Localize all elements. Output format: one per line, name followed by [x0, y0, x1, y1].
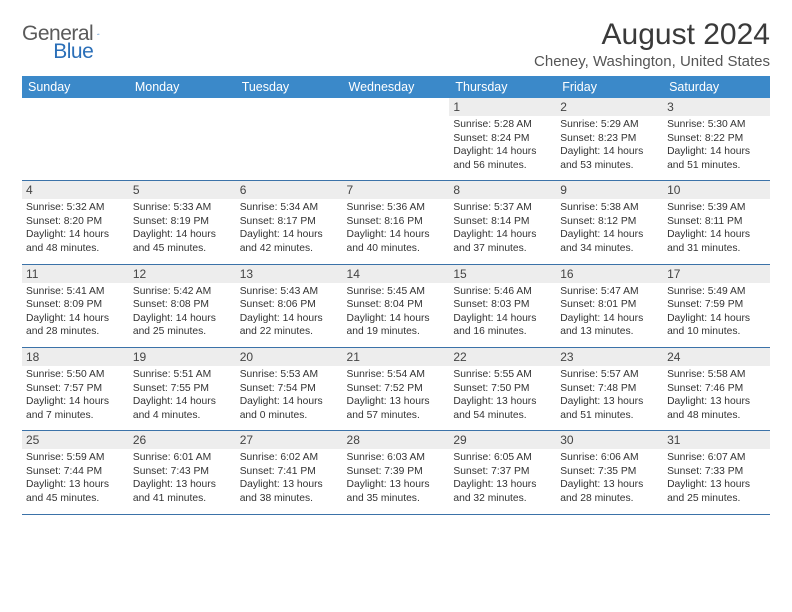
logo-text-blue: Blue [53, 40, 93, 64]
daycontent-cell: Sunrise: 5:39 AMSunset: 8:11 PMDaylight:… [663, 199, 770, 264]
daycontent-row: Sunrise: 5:59 AMSunset: 7:44 PMDaylight:… [22, 449, 770, 514]
daynum-cell: 24 [663, 347, 770, 366]
daynum-cell: 6 [236, 181, 343, 200]
daynum-cell: 30 [556, 431, 663, 450]
daycontent-cell: Sunrise: 5:37 AMSunset: 8:14 PMDaylight:… [449, 199, 556, 264]
daycontent-cell: Sunrise: 5:36 AMSunset: 8:16 PMDaylight:… [343, 199, 450, 264]
daynum-cell: 21 [343, 347, 450, 366]
page-title: August 2024 [534, 18, 770, 52]
daynum-cell: 20 [236, 347, 343, 366]
daycontent-cell: Sunrise: 5:45 AMSunset: 8:04 PMDaylight:… [343, 283, 450, 348]
daynum-cell: 16 [556, 264, 663, 283]
daynum-cell: 8 [449, 181, 556, 200]
daycontent-cell: Sunrise: 6:02 AMSunset: 7:41 PMDaylight:… [236, 449, 343, 514]
daynum-cell [22, 98, 129, 116]
day-header-row: Sunday Monday Tuesday Wednesday Thursday… [22, 76, 770, 98]
daynum-cell: 19 [129, 347, 236, 366]
daycontent-cell: Sunrise: 5:57 AMSunset: 7:48 PMDaylight:… [556, 366, 663, 431]
daynum-cell: 28 [343, 431, 450, 450]
daycontent-cell: Sunrise: 5:54 AMSunset: 7:52 PMDaylight:… [343, 366, 450, 431]
daynum-row: 25262728293031 [22, 431, 770, 450]
daynum-row: 45678910 [22, 181, 770, 200]
day-header: Wednesday [343, 76, 450, 98]
daycontent-cell: Sunrise: 5:32 AMSunset: 8:20 PMDaylight:… [22, 199, 129, 264]
daycontent-cell: Sunrise: 5:58 AMSunset: 7:46 PMDaylight:… [663, 366, 770, 431]
daynum-cell: 3 [663, 98, 770, 116]
daynum-cell: 15 [449, 264, 556, 283]
daycontent-cell: Sunrise: 6:01 AMSunset: 7:43 PMDaylight:… [129, 449, 236, 514]
daycontent-cell [236, 116, 343, 181]
daycontent-cell: Sunrise: 5:41 AMSunset: 8:09 PMDaylight:… [22, 283, 129, 348]
daycontent-cell: Sunrise: 6:05 AMSunset: 7:37 PMDaylight:… [449, 449, 556, 514]
daynum-cell: 29 [449, 431, 556, 450]
day-header: Friday [556, 76, 663, 98]
title-block: August 2024 Cheney, Washington, United S… [534, 18, 770, 70]
daynum-cell: 11 [22, 264, 129, 283]
daynum-cell: 18 [22, 347, 129, 366]
daycontent-cell: Sunrise: 5:42 AMSunset: 8:08 PMDaylight:… [129, 283, 236, 348]
daynum-cell: 22 [449, 347, 556, 366]
daycontent-cell: Sunrise: 6:07 AMSunset: 7:33 PMDaylight:… [663, 449, 770, 514]
daynum-cell: 10 [663, 181, 770, 200]
daynum-cell: 9 [556, 181, 663, 200]
daynum-cell: 14 [343, 264, 450, 283]
daynum-cell: 12 [129, 264, 236, 283]
daynum-cell: 4 [22, 181, 129, 200]
daynum-row: 123 [22, 98, 770, 116]
daycontent-cell: Sunrise: 5:46 AMSunset: 8:03 PMDaylight:… [449, 283, 556, 348]
daycontent-cell: Sunrise: 5:51 AMSunset: 7:55 PMDaylight:… [129, 366, 236, 431]
daycontent-cell: Sunrise: 6:06 AMSunset: 7:35 PMDaylight:… [556, 449, 663, 514]
daycontent-cell: Sunrise: 5:33 AMSunset: 8:19 PMDaylight:… [129, 199, 236, 264]
daynum-cell: 13 [236, 264, 343, 283]
daynum-row: 11121314151617 [22, 264, 770, 283]
daynum-cell: 7 [343, 181, 450, 200]
location-text: Cheney, Washington, United States [534, 53, 770, 70]
daycontent-cell: Sunrise: 5:34 AMSunset: 8:17 PMDaylight:… [236, 199, 343, 264]
daycontent-cell: Sunrise: 5:49 AMSunset: 7:59 PMDaylight:… [663, 283, 770, 348]
daynum-cell: 27 [236, 431, 343, 450]
day-header: Thursday [449, 76, 556, 98]
daycontent-cell [129, 116, 236, 181]
daycontent-row: Sunrise: 5:41 AMSunset: 8:09 PMDaylight:… [22, 283, 770, 348]
daynum-cell [343, 98, 450, 116]
daynum-cell: 23 [556, 347, 663, 366]
logo-sail-icon [97, 26, 100, 42]
daynum-cell: 26 [129, 431, 236, 450]
daycontent-cell: Sunrise: 5:30 AMSunset: 8:22 PMDaylight:… [663, 116, 770, 181]
daynum-cell [236, 98, 343, 116]
daynum-cell [129, 98, 236, 116]
daycontent-cell: Sunrise: 5:47 AMSunset: 8:01 PMDaylight:… [556, 283, 663, 348]
daycontent-row: Sunrise: 5:28 AMSunset: 8:24 PMDaylight:… [22, 116, 770, 181]
daycontent-cell [22, 116, 129, 181]
daycontent-cell: Sunrise: 5:38 AMSunset: 8:12 PMDaylight:… [556, 199, 663, 264]
day-header: Monday [129, 76, 236, 98]
daynum-cell: 5 [129, 181, 236, 200]
daycontent-cell: Sunrise: 5:53 AMSunset: 7:54 PMDaylight:… [236, 366, 343, 431]
day-header: Saturday [663, 76, 770, 98]
daycontent-cell: Sunrise: 6:03 AMSunset: 7:39 PMDaylight:… [343, 449, 450, 514]
daynum-cell: 31 [663, 431, 770, 450]
daycontent-cell: Sunrise: 5:29 AMSunset: 8:23 PMDaylight:… [556, 116, 663, 181]
calendar-table: Sunday Monday Tuesday Wednesday Thursday… [22, 76, 770, 515]
daycontent-row: Sunrise: 5:32 AMSunset: 8:20 PMDaylight:… [22, 199, 770, 264]
daynum-cell: 2 [556, 98, 663, 116]
day-header: Tuesday [236, 76, 343, 98]
daycontent-cell: Sunrise: 5:55 AMSunset: 7:50 PMDaylight:… [449, 366, 556, 431]
logo: General Blue [22, 22, 161, 46]
daycontent-cell [343, 116, 450, 181]
daycontent-cell: Sunrise: 5:59 AMSunset: 7:44 PMDaylight:… [22, 449, 129, 514]
daycontent-row: Sunrise: 5:50 AMSunset: 7:57 PMDaylight:… [22, 366, 770, 431]
daycontent-cell: Sunrise: 5:50 AMSunset: 7:57 PMDaylight:… [22, 366, 129, 431]
daycontent-cell: Sunrise: 5:43 AMSunset: 8:06 PMDaylight:… [236, 283, 343, 348]
day-header: Sunday [22, 76, 129, 98]
daynum-cell: 1 [449, 98, 556, 116]
daynum-cell: 17 [663, 264, 770, 283]
daynum-row: 18192021222324 [22, 347, 770, 366]
daycontent-cell: Sunrise: 5:28 AMSunset: 8:24 PMDaylight:… [449, 116, 556, 181]
header: General Blue August 2024 Cheney, Washing… [22, 18, 770, 70]
daynum-cell: 25 [22, 431, 129, 450]
